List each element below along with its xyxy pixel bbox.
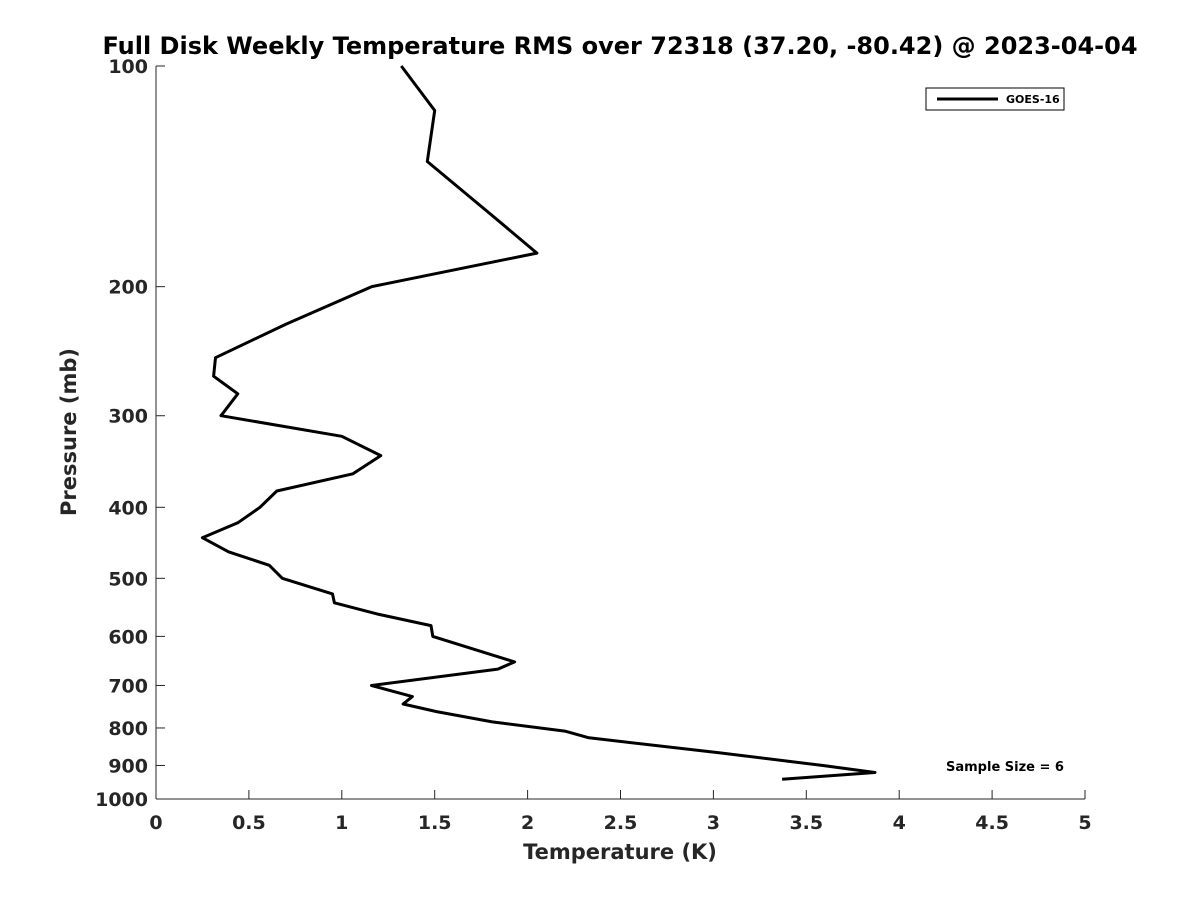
x-tick-label: 0 — [149, 812, 162, 834]
y-tick-label: 100 — [108, 56, 148, 78]
y-tick-label: 200 — [108, 277, 148, 299]
x-tick-label: 4.5 — [975, 812, 1009, 834]
x-tick-label: 3 — [707, 812, 720, 834]
y-tick-label: 400 — [108, 497, 148, 519]
x-axis-ticks: 0 0.5 1 1.5 2 2.5 3 3.5 4 4.5 5 — [149, 790, 1092, 834]
y-tick-label: 1000 — [95, 789, 148, 811]
y-axis-label: Pressure (mb) — [57, 348, 81, 516]
goes-16-series-line — [200, 65, 877, 781]
y-tick-label: 300 — [108, 406, 148, 428]
x-tick-label: 5 — [1078, 812, 1091, 834]
y-tick-label: 700 — [108, 675, 148, 697]
sample-size-annotation: Sample Size = 6 — [946, 760, 1064, 775]
y-axis-ticks: 100 200 300 400 500 600 700 800 900 1000 — [95, 56, 165, 811]
x-tick-label: 4 — [893, 812, 906, 834]
y-tick-label: 500 — [108, 568, 148, 590]
x-tick-label: 2 — [521, 812, 534, 834]
x-tick-label: 1.5 — [418, 812, 452, 834]
legend: GOES-16 — [925, 87, 1065, 111]
x-axis-label: Temperature (K) — [523, 840, 717, 864]
plot-axes — [155, 66, 1085, 800]
y-tick-label: 900 — [108, 755, 148, 777]
x-tick-label: 3.5 — [789, 812, 823, 834]
x-tick-label: 0.5 — [232, 812, 266, 834]
x-tick-label: 2.5 — [604, 812, 638, 834]
chart-title: Full Disk Weekly Temperature RMS over 72… — [102, 32, 1137, 60]
x-tick-label: 1 — [335, 812, 348, 834]
legend-label-goes-16: GOES-16 — [1006, 93, 1060, 106]
y-tick-label: 800 — [108, 718, 148, 740]
y-tick-label: 600 — [108, 626, 148, 648]
